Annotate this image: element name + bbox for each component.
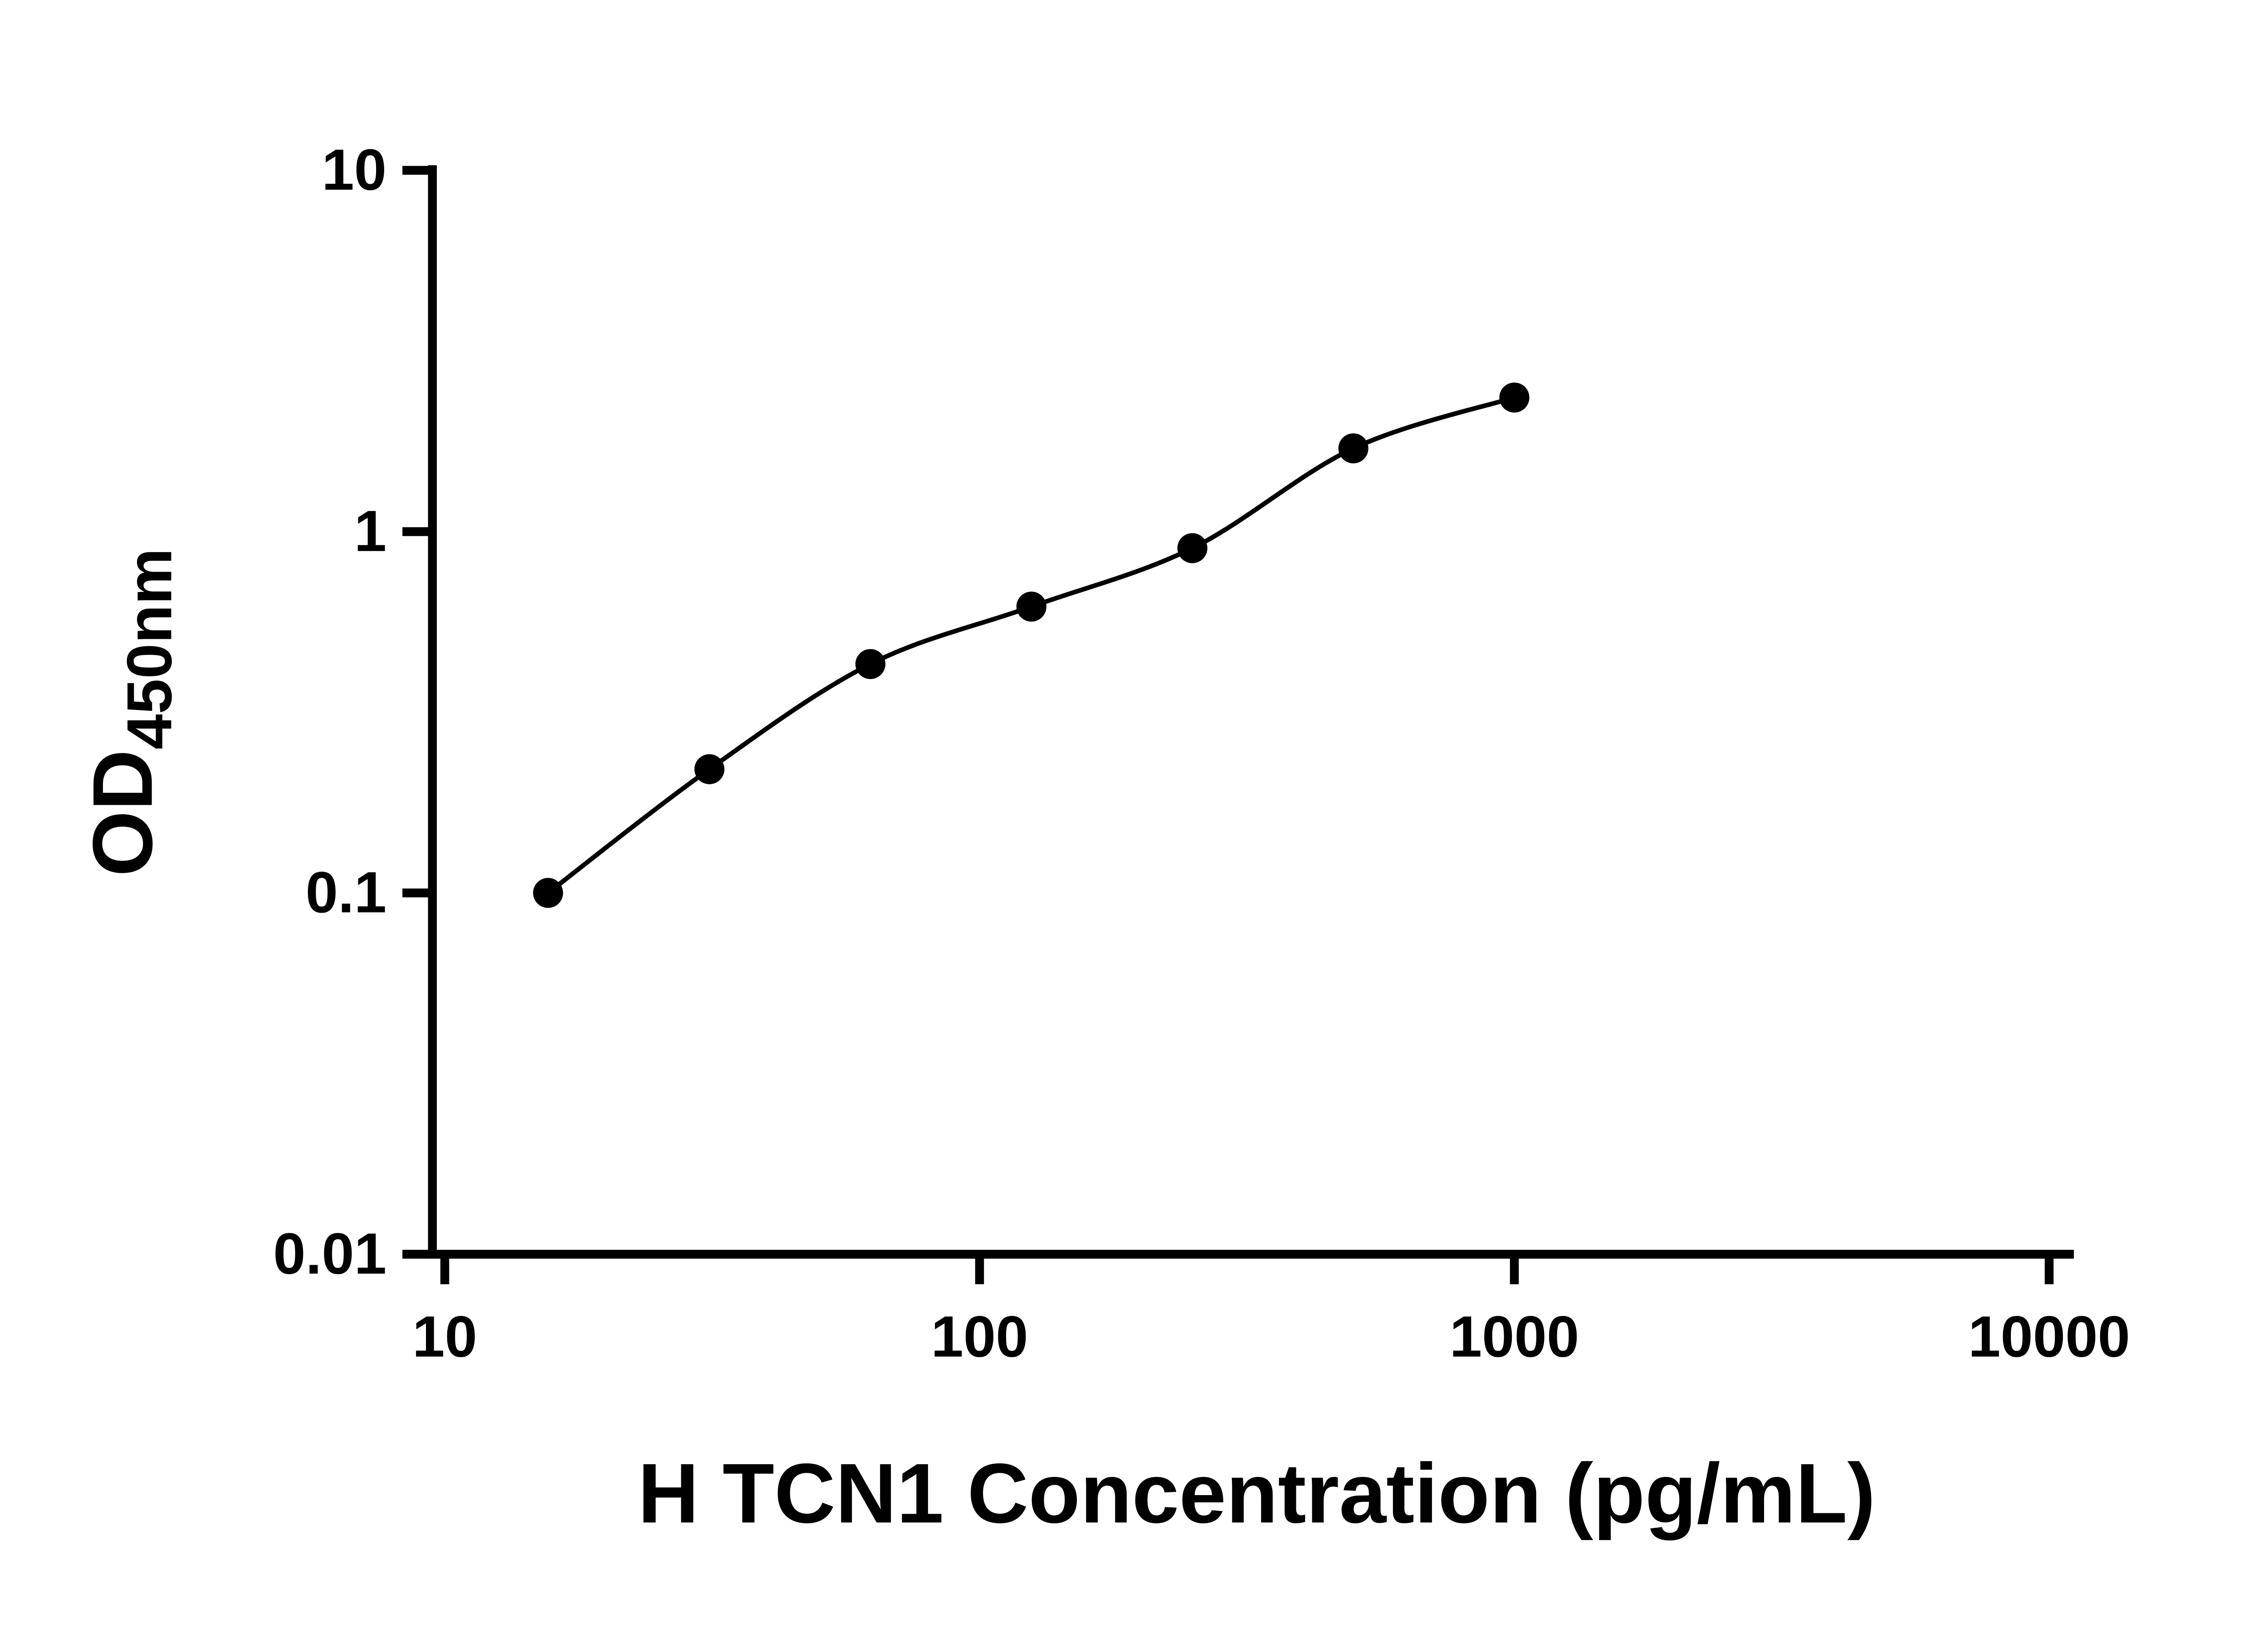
- data-point: [1499, 382, 1530, 413]
- x-tick-label: 10000: [1968, 1305, 2130, 1369]
- data-point: [1338, 433, 1369, 464]
- axes: [428, 165, 2074, 1259]
- data-point: [1016, 592, 1046, 622]
- data-point: [1177, 533, 1207, 563]
- x-tick-label: 10: [412, 1305, 477, 1369]
- tick-labels: 10 100 1000 10000 0.01 0.1 1 10: [273, 137, 2130, 1369]
- y-axis-title: OD450nm: [75, 548, 185, 876]
- y-tick-label: 1: [354, 499, 386, 564]
- data-series: [533, 382, 1530, 908]
- x-axis-title: H TCN1 Concentration (pg/mL): [638, 1446, 1876, 1540]
- data-point: [694, 754, 725, 784]
- y-tick-label: 10: [322, 137, 386, 202]
- y-tick-label: 0.1: [306, 860, 386, 925]
- y-axis-title-main: OD: [75, 749, 170, 876]
- y-axis-title-subscript: 450nm: [113, 548, 185, 749]
- tick-marks: [402, 166, 2054, 1285]
- axis-spine: [428, 165, 2074, 1259]
- data-point: [533, 878, 563, 908]
- x-tick-label: 100: [931, 1305, 1028, 1369]
- x-tick-label: 1000: [1450, 1305, 1579, 1369]
- y-tick-label: 0.01: [273, 1222, 386, 1286]
- fit-curve: [547, 395, 1515, 895]
- data-point: [855, 649, 885, 679]
